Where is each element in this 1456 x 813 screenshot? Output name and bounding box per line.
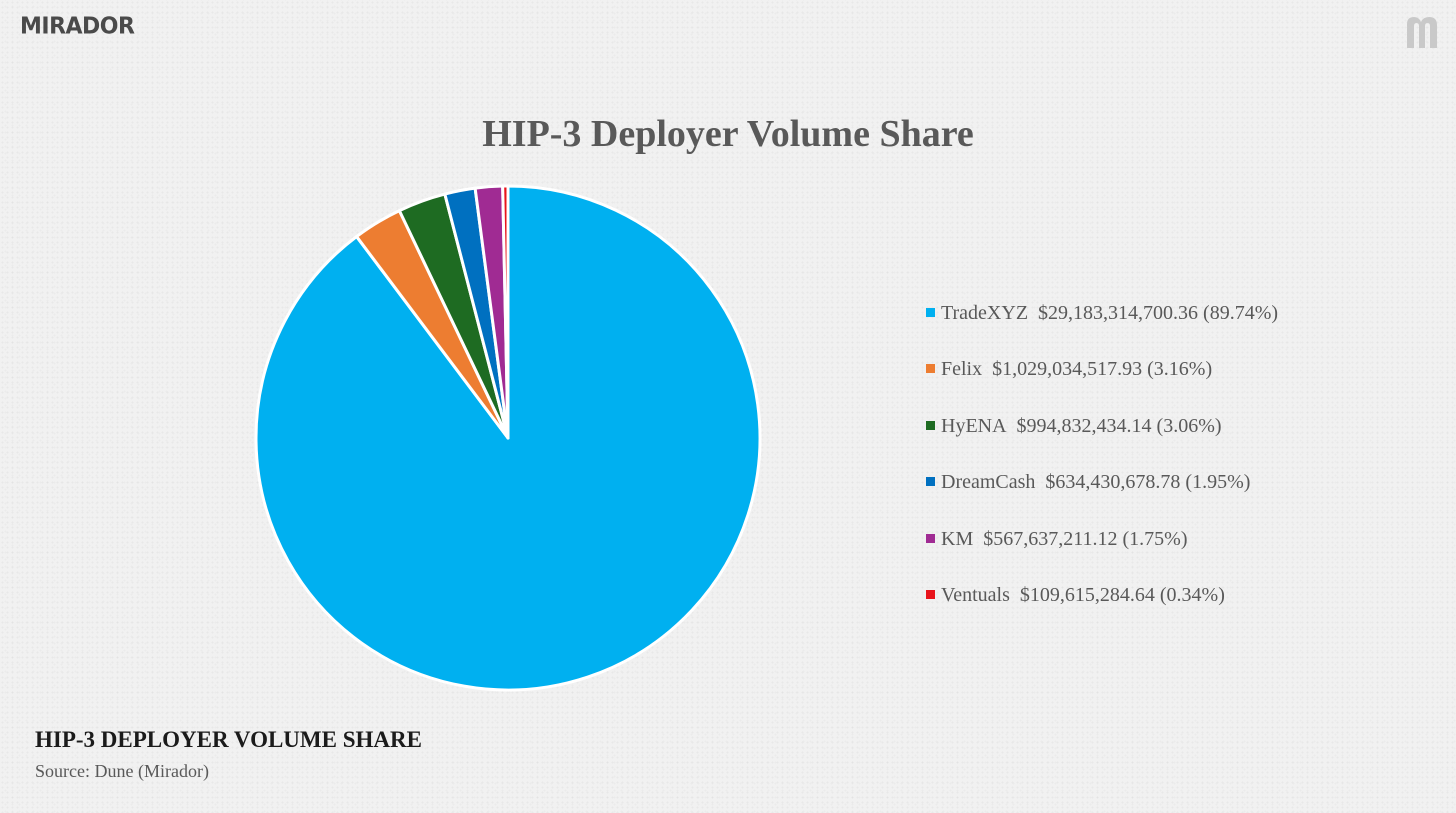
legend-label: TradeXYZ — [941, 302, 1029, 324]
legend-label: Felix — [941, 358, 983, 381]
legend-item-hyena: HyENA $994,832,434.14 (3.06%) — [926, 411, 1278, 467]
legend-swatch — [926, 308, 935, 317]
legend-value: $994,832,434.14 (3.06%) — [1016, 414, 1222, 437]
legend-value: $29,183,314,700.36 (89.74%) — [1038, 302, 1279, 324]
legend-label: HyENA — [941, 414, 1007, 437]
legend-swatch — [926, 420, 935, 430]
chart-title: HIP-3 Deployer Volume Share — [482, 113, 974, 155]
legend-value: $567,637,211.12 (1.75%) — [983, 527, 1188, 550]
legend-item-ventuals: Ventuals $109,615,284.64 (0.34%) — [926, 580, 1278, 636]
legend-label: Ventuals — [941, 583, 1010, 606]
legend-label: DreamCash — [941, 471, 1036, 494]
legend-item-dreamcash: DreamCash $634,430,678.78 (1.95%) — [926, 467, 1278, 523]
footer-title: HIP-3 DEPLOYER VOLUME SHARE — [35, 727, 422, 752]
legend-item-felix: Felix $1,029,034,517.93 (3.16%) — [926, 354, 1278, 410]
footer-source: Source: Dune (Mirador) — [35, 761, 209, 781]
legend-value: $109,615,284.64 (0.34%) — [1019, 583, 1225, 606]
legend-item-tradexyz: TradeXYZ $29,183,314,700.36 (89.74%) — [926, 298, 1278, 354]
legend-swatch — [926, 477, 935, 487]
legend-label: KM — [941, 527, 974, 550]
legend-value: $1,029,034,517.93 (3.16%) — [992, 358, 1213, 381]
pie-slice-ventuals — [501, 184, 510, 440]
chart-legend: TradeXYZ $29,183,314,700.36 (89.74%) Feli… — [926, 298, 1278, 636]
pie-chart — [254, 184, 762, 692]
mirador-mark-icon — [1407, 17, 1437, 48]
legend-swatch — [926, 364, 935, 374]
legend-swatch — [926, 533, 935, 543]
legend-swatch — [926, 589, 935, 599]
legend-item-km: KM $567,637,211.12 (1.75%) — [926, 524, 1278, 580]
brand-logo: MIRADOR — [20, 13, 135, 40]
legend-value: $634,430,678.78 (1.95%) — [1045, 471, 1251, 494]
